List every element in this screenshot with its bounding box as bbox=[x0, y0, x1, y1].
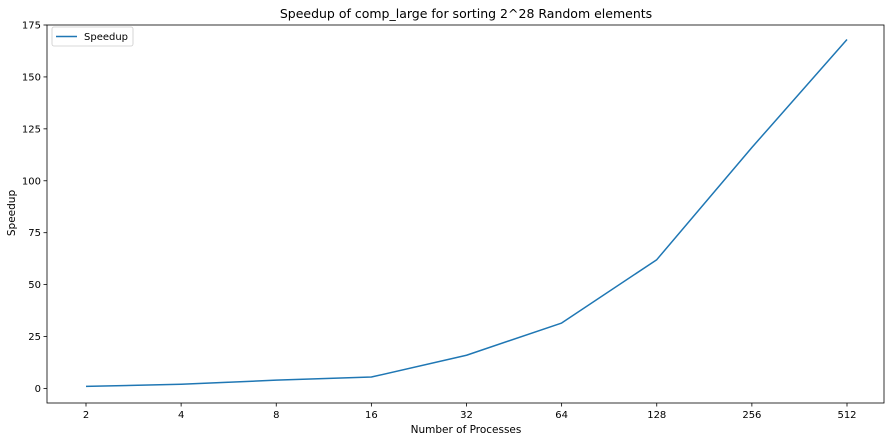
y-tick-label: 75 bbox=[28, 228, 41, 239]
y-tick-label: 0 bbox=[35, 384, 41, 395]
x-axis-ticks: 2 4 8 16 32 64 128 256 512 bbox=[83, 403, 857, 421]
y-tick-label: 125 bbox=[22, 124, 41, 135]
y-axis-label: Speedup bbox=[6, 190, 18, 237]
series-line-speedup bbox=[85, 39, 848, 388]
x-tick-label: 2 bbox=[83, 410, 89, 421]
y-tick-label: 175 bbox=[22, 21, 41, 32]
legend-box bbox=[51, 26, 134, 47]
legend: Speedup bbox=[51, 26, 134, 47]
x-axis-label: Number of Processes bbox=[411, 424, 522, 436]
x-tick-label: 8 bbox=[273, 410, 279, 421]
x-tick-label: 32 bbox=[460, 410, 473, 421]
plot-frame bbox=[46, 24, 885, 404]
y-tick-label: 25 bbox=[28, 332, 41, 343]
x-tick-label: 512 bbox=[837, 410, 856, 421]
x-tick-label: 16 bbox=[365, 410, 378, 421]
legend-label-speedup: Speedup bbox=[84, 32, 128, 43]
x-tick-label: 4 bbox=[178, 410, 184, 421]
chart-title: Speedup of comp_large for sorting 2^28 R… bbox=[280, 6, 652, 21]
series-layer bbox=[85, 39, 848, 388]
y-tick-label: 50 bbox=[28, 280, 41, 291]
y-tick-label: 150 bbox=[22, 72, 41, 83]
x-tick-label: 64 bbox=[555, 410, 568, 421]
y-axis-ticks: 0 25 50 75 100 125 150 175 bbox=[22, 21, 47, 395]
x-tick-label: 128 bbox=[647, 410, 666, 421]
y-tick-label: 100 bbox=[22, 176, 41, 187]
x-tick-label: 256 bbox=[742, 410, 761, 421]
